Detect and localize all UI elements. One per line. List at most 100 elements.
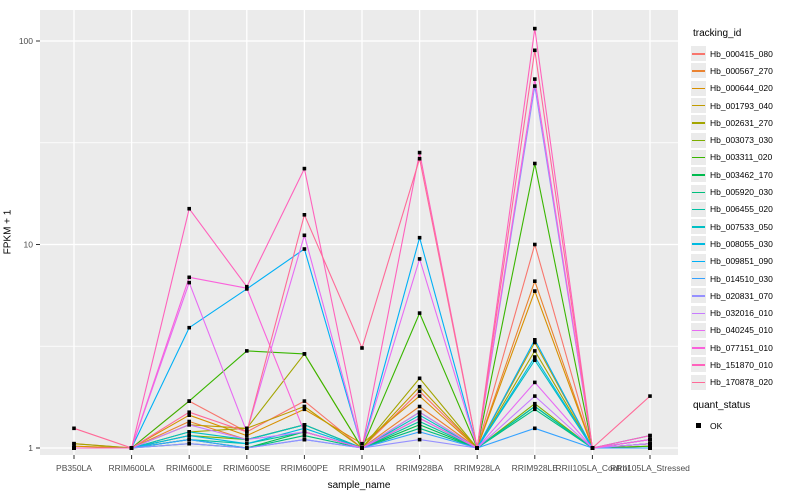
- quant-legend-title: quant_status: [693, 400, 751, 411]
- y-axis-title: FPKM + 1: [2, 209, 14, 255]
- data-point: [417, 156, 422, 161]
- legend-label: Hb_000567_270: [710, 65, 773, 76]
- data-point: [302, 399, 307, 403]
- data-point: [187, 441, 191, 446]
- legend-item: Hb_032016_010: [691, 304, 799, 321]
- legend-key-line-icon: [691, 271, 706, 286]
- data-point: [417, 410, 422, 414]
- y-tick-label: 100: [19, 36, 33, 46]
- legend-label: Hb_007533_050: [710, 221, 773, 232]
- data-point: [417, 311, 422, 315]
- data-point: [302, 423, 307, 427]
- legend-label: Hb_040245_010: [710, 325, 773, 336]
- data-point: [187, 280, 191, 285]
- data-point: [533, 394, 537, 398]
- data-point: [187, 325, 191, 330]
- legend-label: Hb_000415_080: [710, 48, 773, 59]
- data-point: [417, 416, 422, 421]
- data-point: [72, 441, 76, 446]
- data-point: [533, 26, 537, 31]
- legend-item: Hb_040245_010: [691, 322, 799, 339]
- x-tick-label: RRIM600PE: [281, 463, 329, 473]
- legend-label: Hb_008055_030: [710, 238, 773, 249]
- x-tick-label: RRIM928LE: [512, 463, 559, 473]
- legend-item: Hb_151870_010: [691, 356, 799, 373]
- data-point: [187, 419, 191, 424]
- data-point: [417, 419, 422, 424]
- data-point: [533, 161, 537, 166]
- legend-label: Hb_005920_030: [710, 187, 773, 198]
- data-point: [417, 413, 422, 417]
- legend-label: Hb_006455_020: [710, 204, 773, 215]
- legend-label: Hb_151870_010: [710, 359, 773, 370]
- legend-item: Hb_170878_020: [691, 374, 799, 391]
- data-point: [417, 376, 422, 381]
- legend-item: Hb_002631_270: [691, 114, 799, 131]
- legend-item: Hb_020831_070: [691, 287, 799, 304]
- data-point: [245, 437, 249, 442]
- tracking-id-legend: tracking_id Hb_000415_080 Hb_000567_270 Hb…: [691, 28, 799, 391]
- legend-item: Hb_014510_030: [691, 270, 799, 287]
- legend-key-line-icon: [691, 236, 706, 252]
- data-point: [360, 346, 364, 350]
- data-point: [533, 338, 537, 342]
- legend-item: Hb_007533_050: [691, 218, 799, 235]
- x-axis-title: sample_name: [327, 480, 391, 491]
- data-point: [245, 284, 249, 289]
- ok-point-key-icon: [691, 418, 706, 433]
- data-point: [417, 423, 422, 427]
- legend-key-line-icon: [691, 357, 706, 373]
- legend-key-line-icon: [691, 288, 706, 304]
- data-point: [302, 213, 307, 217]
- data-point: [417, 389, 422, 394]
- legend-label: Hb_009851_090: [710, 256, 773, 267]
- data-point: [648, 394, 652, 398]
- data-point: [302, 433, 307, 438]
- data-point: [245, 426, 249, 431]
- data-point: [302, 407, 307, 412]
- data-point: [245, 433, 249, 438]
- legend-item: Hb_003073_030: [691, 131, 799, 148]
- data-point: [187, 430, 191, 434]
- legend-key-line-icon: [691, 46, 706, 62]
- y-tick-label: 1: [28, 443, 33, 453]
- y-tick-label: 10: [24, 240, 34, 250]
- data-point: [245, 446, 249, 450]
- x-tick-label: RRII105LA_Control: [556, 463, 630, 473]
- legend-item: Hb_000644_020: [691, 80, 799, 97]
- data-point: [417, 394, 422, 398]
- quant-status-legend: quant_status OK: [691, 400, 750, 434]
- data-point: [533, 289, 537, 293]
- data-point: [72, 426, 76, 431]
- data-point: [360, 446, 364, 450]
- data-point: [533, 279, 537, 283]
- legend-key-line-icon: [691, 132, 706, 148]
- data-point: [417, 384, 422, 389]
- x-tick-label: RRIM600LE: [166, 463, 213, 473]
- legend-item: Hb_003462_170: [691, 166, 799, 183]
- data-point: [302, 437, 307, 442]
- data-point: [302, 404, 307, 409]
- legend-item: Hb_008055_030: [691, 235, 799, 252]
- legend-item: Hb_009851_090: [691, 253, 799, 270]
- legend-key-line-icon: [691, 305, 706, 321]
- legend-key-line-icon: [691, 322, 706, 338]
- data-point: [533, 84, 537, 88]
- x-tick-label: RRIM600LA: [108, 463, 155, 473]
- data-point: [302, 352, 307, 356]
- x-tick-label: PB350LA: [56, 463, 92, 473]
- legend-key-line-icon: [691, 219, 706, 235]
- legend-label: Hb_003311_020: [710, 152, 773, 163]
- legend-label: Hb_001793_040: [710, 100, 773, 111]
- legend-label: Hb_077151_010: [710, 342, 773, 353]
- data-point: [187, 399, 191, 403]
- data-point: [648, 433, 652, 438]
- x-tick-label: RRIM928LA: [454, 463, 501, 473]
- legend-label: Hb_003073_030: [710, 135, 773, 146]
- legend-key-line-icon: [691, 167, 706, 183]
- legend-key-line-icon: [691, 63, 706, 79]
- data-point: [533, 380, 537, 385]
- legend-item: Hb_006455_020: [691, 201, 799, 218]
- data-point: [533, 349, 537, 353]
